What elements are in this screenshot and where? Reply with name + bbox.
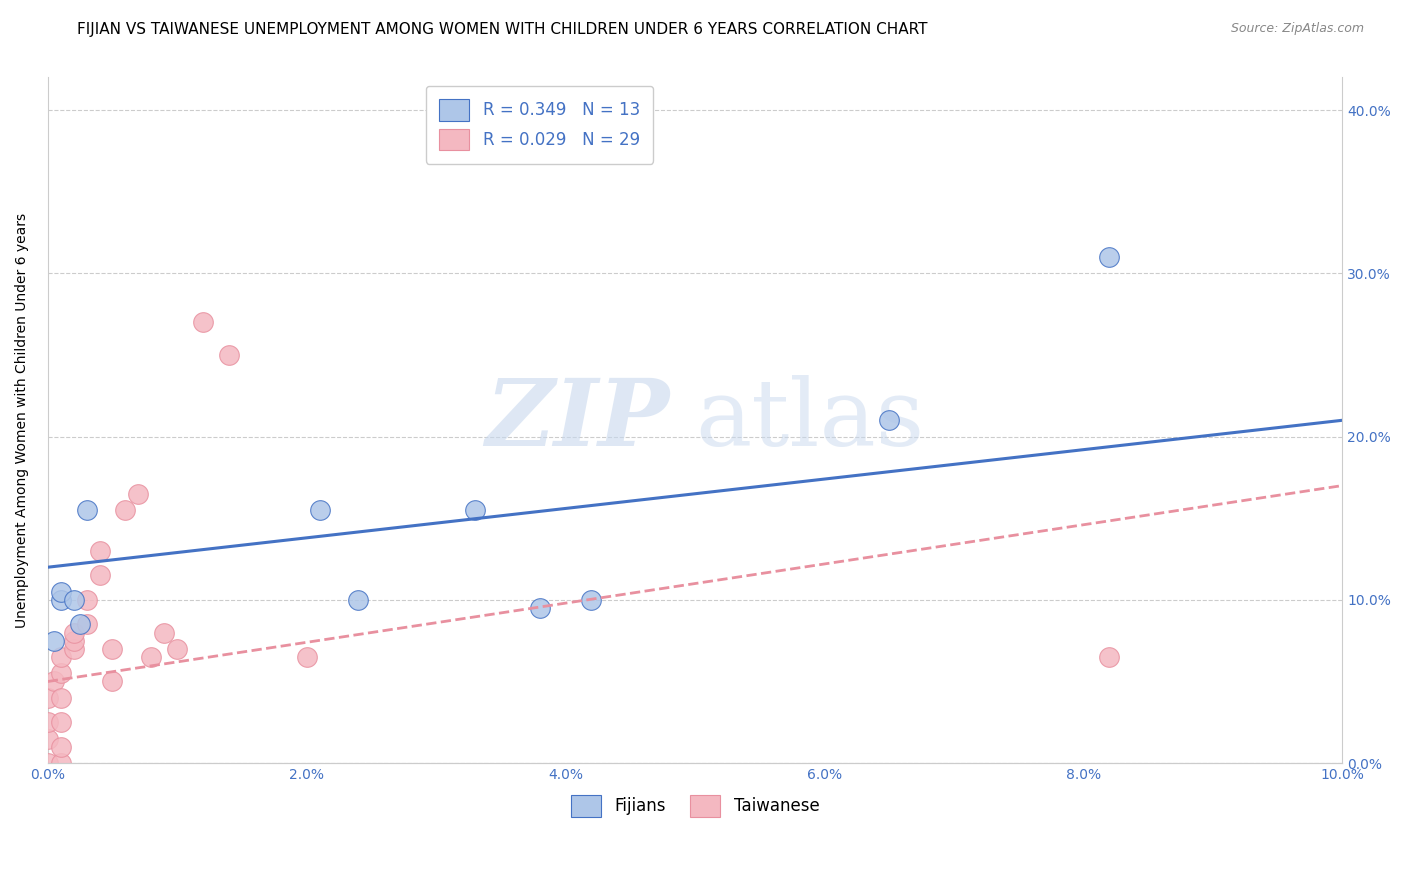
Point [877,413,900,427]
Point [62,633,84,648]
Point [141,650,163,665]
Point [62,625,84,640]
Text: ZIP: ZIP [485,376,669,466]
Point [44,633,66,648]
Point [49,584,72,599]
Point [529,601,551,615]
Text: atlas: atlas [695,376,924,466]
Point [37,715,59,730]
Point [166,641,188,656]
Point [37,690,59,705]
Point [1098,250,1121,264]
Point [49,666,72,681]
Point [89,544,111,558]
Point [69,617,91,632]
Point [49,756,72,771]
Point [89,568,111,582]
Point [295,650,318,665]
Point [49,715,72,730]
Point [49,650,72,665]
Point [191,315,214,329]
Point [347,592,370,607]
Point [49,690,72,705]
Point [76,617,98,632]
Point [101,674,124,689]
Point [101,641,124,656]
Legend: Fijians, Taiwanese: Fijians, Taiwanese [564,789,827,823]
Point [37,731,59,746]
Point [49,739,72,754]
Text: Source: ZipAtlas.com: Source: ZipAtlas.com [1230,22,1364,36]
Point [62,641,84,656]
Point [218,348,240,362]
Y-axis label: Unemployment Among Women with Children Under 6 years: Unemployment Among Women with Children U… [15,212,30,628]
Point [464,503,486,517]
Point [49,592,72,607]
Point [581,592,603,607]
Point [114,503,136,517]
Point [62,592,84,607]
Text: FIJIAN VS TAIWANESE UNEMPLOYMENT AMONG WOMEN WITH CHILDREN UNDER 6 YEARS CORRELA: FIJIAN VS TAIWANESE UNEMPLOYMENT AMONG W… [77,22,928,37]
Point [127,487,149,501]
Point [1098,650,1121,665]
Point [44,674,66,689]
Point [37,756,59,771]
Point [153,625,176,640]
Point [76,503,98,517]
Point [308,503,330,517]
Point [76,592,98,607]
